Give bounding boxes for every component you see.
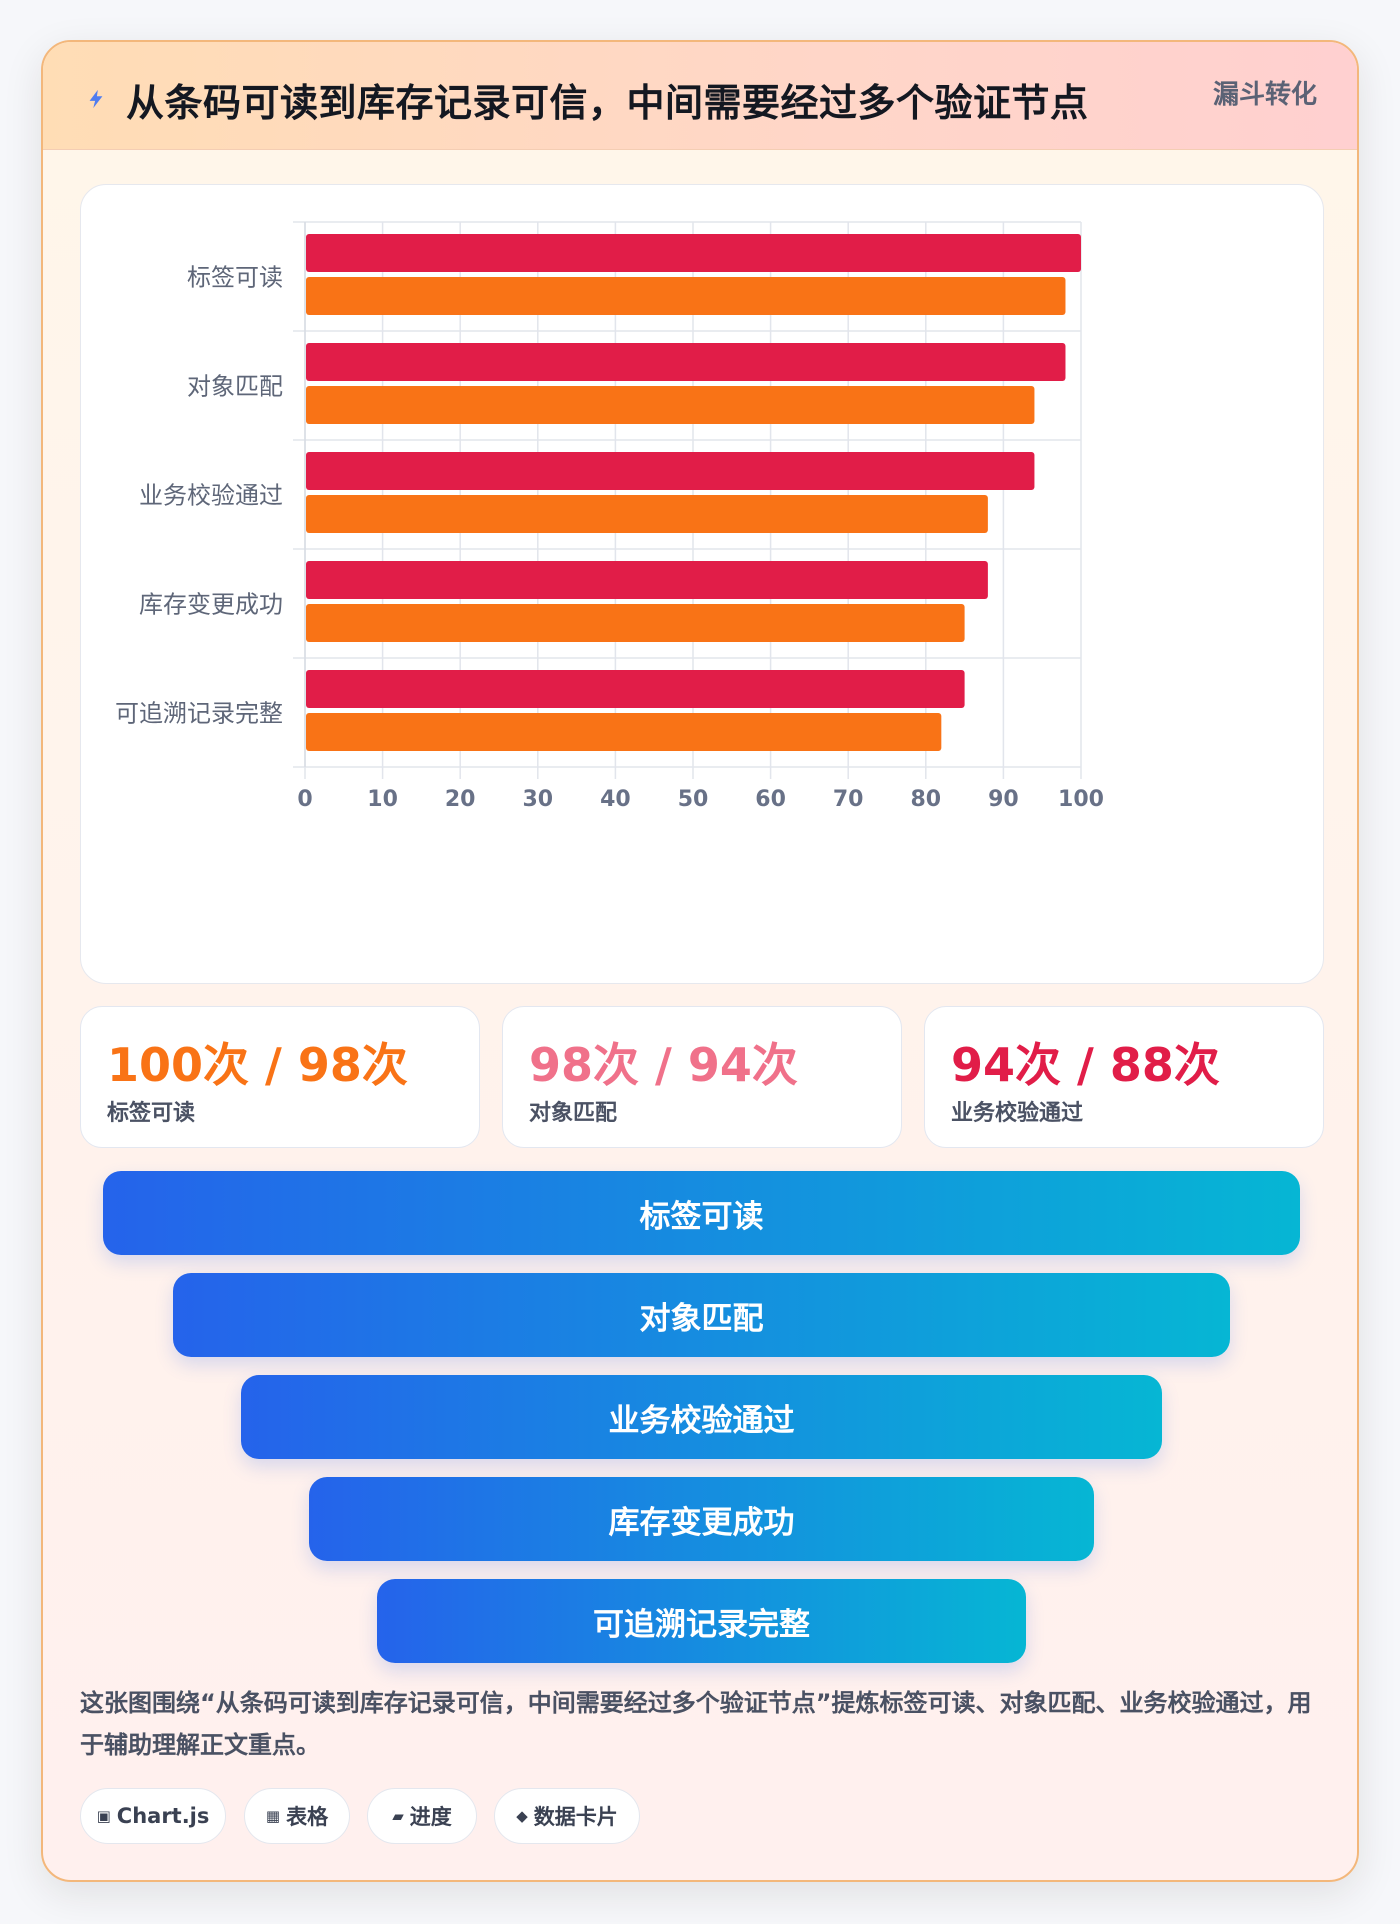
funnel-stage-label: 标签可读: [639, 1198, 764, 1235]
y-tick-label: 可追溯记录完整: [115, 700, 283, 728]
funnel-stage: 可追溯记录完整: [377, 1579, 1026, 1663]
bar-series-1: [306, 343, 1066, 381]
stat-card: 100次 / 98次 标签可读: [80, 1006, 480, 1148]
x-tick-label: 0: [297, 787, 312, 812]
bar-series-1: [306, 561, 988, 599]
x-tick-label: 80: [910, 787, 941, 812]
stat-cards: 100次 / 98次 标签可读 98次 / 94次 对象匹配 94次 / 88次…: [80, 1006, 1324, 1148]
chip-label: Chart.js: [116, 1804, 210, 1828]
x-tick-label: 20: [445, 787, 476, 812]
page-title: 从条码可读到库存记录可信，中间需要经过多个验证节点: [126, 81, 1089, 125]
funnel-stage: 业务校验通过: [241, 1375, 1162, 1459]
bar-chart: 0 10 20 30 40 50 60 70 80 90 100 标签可读对象匹配业务校验通过 库存变更…: [80, 184, 1324, 984]
diamond-icon: ◆: [516, 1807, 528, 1825]
funnel-stage-label: 可追溯记录完整: [593, 1606, 810, 1643]
bar-series-2: [306, 277, 1066, 315]
stat-card: 98次 / 94次 对象匹配: [502, 1006, 902, 1148]
bar-series-2: [306, 386, 1035, 424]
x-tick-label: 50: [678, 787, 709, 812]
funnel-stage-label: 对象匹配: [639, 1300, 764, 1337]
bar-series-2: [306, 495, 988, 533]
category-tag: 漏斗转化: [1212, 80, 1317, 110]
stat-value: 94次 / 88次: [951, 1038, 1220, 1092]
x-tick-label: 60: [755, 787, 786, 812]
bolt-icon: [89, 89, 103, 109]
stat-value: 98次 / 94次: [529, 1038, 798, 1092]
x-tick-label: 30: [522, 787, 553, 812]
chip-chartjs[interactable]: ▣ Chart.js: [80, 1788, 226, 1844]
bar-series-1: [306, 234, 1081, 272]
funnel-stage-label: 业务校验通过: [608, 1402, 795, 1439]
y-tick-label: 标签可读: [187, 264, 283, 292]
bar-series-1: [306, 452, 1035, 490]
funnel-stage: 对象匹配: [173, 1273, 1230, 1357]
bar-series-1: [306, 670, 965, 708]
bar-series-2: [306, 604, 965, 642]
x-tick-label: 90: [988, 787, 1019, 812]
stat-card: 94次 / 88次 业务校验通过: [924, 1006, 1324, 1148]
bar-chart-svg: 0 10 20 30 40 50 60 70 80 90 100 标签可读对象匹配业务校验通过库存变更…: [115, 221, 1104, 812]
y-tick-label: 库存变更成功: [139, 591, 283, 619]
chart-description: 这张图围绕“从条码可读到库存记录可信，中间需要经过多个验证节点”提炼标签可读、对…: [80, 1689, 1312, 1759]
x-tick-label: 100: [1058, 787, 1104, 812]
table-icon: ▦: [265, 1807, 281, 1825]
chip-label: 数据卡片: [533, 1805, 618, 1829]
chart-icon: ▣: [96, 1807, 111, 1825]
infographic-card: 从条码可读到库存记录可信，中间需要经过多个验证节点 漏斗转化 0 10 20 30 40…: [41, 40, 1359, 1882]
stat-label: 业务校验通过: [951, 1101, 1084, 1126]
stat-value: 100次 / 98次: [107, 1038, 408, 1092]
chip-label: 表格: [286, 1805, 329, 1829]
x-tick-label: 40: [600, 787, 631, 812]
bar-series-2: [306, 713, 942, 751]
progress-icon: ▰: [392, 1807, 404, 1825]
x-tick-label: 10: [367, 787, 398, 812]
y-tick-label: 业务校验通过: [139, 482, 283, 510]
stat-label: 对象匹配: [529, 1101, 618, 1126]
chip-table[interactable]: ▦ 表格: [244, 1788, 350, 1844]
chip-data-card[interactable]: ◆ 数据卡片: [494, 1788, 640, 1844]
card-header: 从条码可读到库存记录可信，中间需要经过多个验证节点 漏斗转化: [43, 42, 1357, 150]
funnel-stage-label: 库存变更成功: [608, 1504, 795, 1541]
chip-progress[interactable]: ▰ 进度: [367, 1788, 477, 1844]
funnel: 标签可读 对象匹配 业务校验通过 库存变更成功 可追溯记录完整: [43, 42, 1357, 1880]
stat-label: 标签可读: [107, 1101, 196, 1126]
funnel-stage: 库存变更成功: [309, 1477, 1094, 1561]
chip-label: 进度: [409, 1805, 452, 1829]
x-tick-label: 70: [833, 787, 864, 812]
funnel-stage: 标签可读: [103, 1171, 1300, 1255]
y-tick-label: 对象匹配: [187, 373, 283, 401]
